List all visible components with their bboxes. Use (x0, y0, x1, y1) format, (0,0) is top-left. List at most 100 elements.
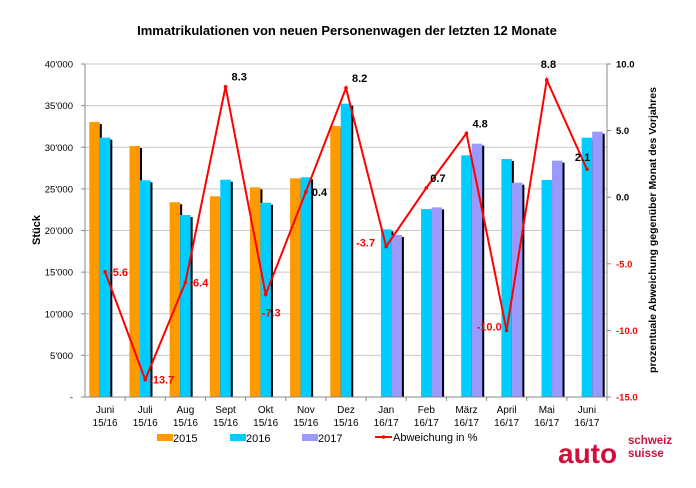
x-tick-label: 16/17 (494, 418, 519, 429)
bar-2017 (552, 160, 563, 397)
x-tick-label: 16/17 (454, 418, 479, 429)
data-label: 2.1 (575, 152, 590, 164)
x-tick-label: April (497, 405, 517, 416)
legend-swatch-marker (381, 435, 386, 439)
logo-schweiz: schweiz (628, 435, 672, 447)
bar-2016 (461, 155, 472, 397)
deviation-point (223, 84, 228, 89)
y2-axis-label: prozentuale Abweichung gegenüber Monat d… (647, 87, 659, 373)
bar-2016 (421, 209, 432, 397)
x-tick-label: 15/16 (133, 418, 158, 429)
x-tick-label: 15/16 (173, 418, 198, 429)
bar-2017 (471, 143, 483, 397)
legend: 2015 2016 2017 Abweichung in % (157, 432, 478, 445)
deviation-point (103, 269, 107, 274)
x-tick-label: 15/16 (333, 418, 358, 429)
y-tick-label: 15'000 (45, 268, 73, 279)
x-tick-label: Mai (539, 405, 555, 416)
bar-2017 (592, 131, 603, 397)
deviation-point (263, 292, 268, 297)
x-tick-label: 16/17 (414, 418, 439, 429)
deviation-point (424, 186, 429, 190)
x-tick-label: 15/16 (93, 418, 118, 429)
bar-2016 (340, 103, 352, 397)
y-tick-label: 10'000 (45, 309, 73, 320)
bar-2016 (380, 229, 392, 397)
x-tick-label: Sept (215, 405, 236, 416)
y2-tick-label: -5.0 (616, 259, 632, 270)
bar-2016 (260, 202, 271, 397)
deviation-point (344, 86, 348, 90)
axes: - 5'000 10'000 15'000 20'000 25'000 30'000 35'0… (45, 60, 638, 430)
bar-2016 (501, 158, 512, 397)
x-tick-label: Feb (418, 405, 436, 416)
y-tick-label: - (70, 393, 73, 404)
data-label: 8.3 (232, 72, 247, 84)
x-tick-label: Juni (96, 405, 114, 416)
bar-2016 (220, 179, 231, 397)
logo-auto: auto (558, 438, 617, 469)
chart-title: Immatrikulationen von neuen Personenwage… (137, 23, 557, 38)
bar-2015 (129, 146, 140, 397)
bars (89, 103, 605, 398)
deviation-point (384, 244, 388, 249)
deviation-point (304, 190, 308, 194)
data-label: -10.0 (477, 321, 502, 333)
bar-2016 (541, 179, 553, 397)
legend-swatch-2016 (230, 434, 246, 441)
x-tick-label: 15/16 (293, 418, 318, 429)
bar-2016 (300, 177, 312, 397)
deviation-point (504, 328, 509, 333)
data-label: -5.6 (109, 267, 128, 279)
bar-2017 (391, 234, 402, 397)
x-tick-label: 15/16 (213, 418, 238, 429)
y-tick-label: 25'000 (45, 184, 73, 195)
x-tick-label: März (455, 405, 477, 416)
legend-label-2017: 2017 (318, 433, 342, 445)
legend-label-line: Abweichung in % (393, 432, 478, 444)
data-label: -7.3 (262, 307, 281, 319)
y-tick-label: 5'000 (50, 351, 73, 362)
bar-2015 (249, 187, 261, 397)
x-tick-label: 15/16 (253, 418, 278, 429)
x-tick-label: Okt (258, 405, 274, 416)
logo: auto schweiz suisse (558, 435, 672, 469)
data-label: 0.4 (312, 187, 328, 199)
x-tick-label: Nov (297, 405, 315, 416)
data-label: 4.8 (472, 118, 487, 130)
bar-2016 (139, 180, 151, 397)
y-tick-label: 40'000 (45, 60, 73, 71)
x-tick-label: Juni (578, 405, 596, 416)
y2-tick-label: -15.0 (616, 393, 638, 404)
legend-label-2015: 2015 (173, 433, 197, 445)
bar-2017 (511, 182, 523, 397)
y-tick-label: 30'000 (45, 143, 73, 154)
bar-2015 (209, 196, 221, 397)
x-tick-label: 16/17 (534, 418, 559, 429)
deviation-line: -5.6 -13.7 -6.4 8.3 -7.3 0.4 8.2 -3.7 0.7 4.8 -10.… (103, 59, 590, 387)
x-tick-label: Aug (176, 405, 194, 416)
bar-2015 (290, 178, 301, 397)
y2-tick-label: 5.0 (616, 126, 629, 137)
x-tick-label: 16/17 (374, 418, 399, 429)
y2-tick-label: 0.0 (616, 193, 629, 204)
legend-swatch-2017 (302, 434, 318, 441)
deviation-point (464, 131, 469, 136)
y-tick-label: 35'000 (45, 101, 73, 112)
y-tick-label: 20'000 (45, 226, 73, 237)
data-label: -3.7 (356, 237, 375, 249)
x-tick-label: Dez (337, 405, 355, 416)
y2-tick-label: -10.0 (616, 326, 638, 337)
data-label: -6.4 (189, 277, 209, 289)
deviation-point (183, 280, 188, 285)
bar-2015 (169, 202, 181, 397)
x-tick-label: Jan (378, 405, 394, 416)
legend-swatch-2015 (157, 434, 173, 441)
deviation-point (585, 167, 589, 172)
bar-2016 (99, 137, 111, 397)
y-axis-label: Stück (31, 214, 43, 245)
x-tick-label: 16/17 (574, 418, 599, 429)
data-label: 8.2 (352, 73, 367, 85)
